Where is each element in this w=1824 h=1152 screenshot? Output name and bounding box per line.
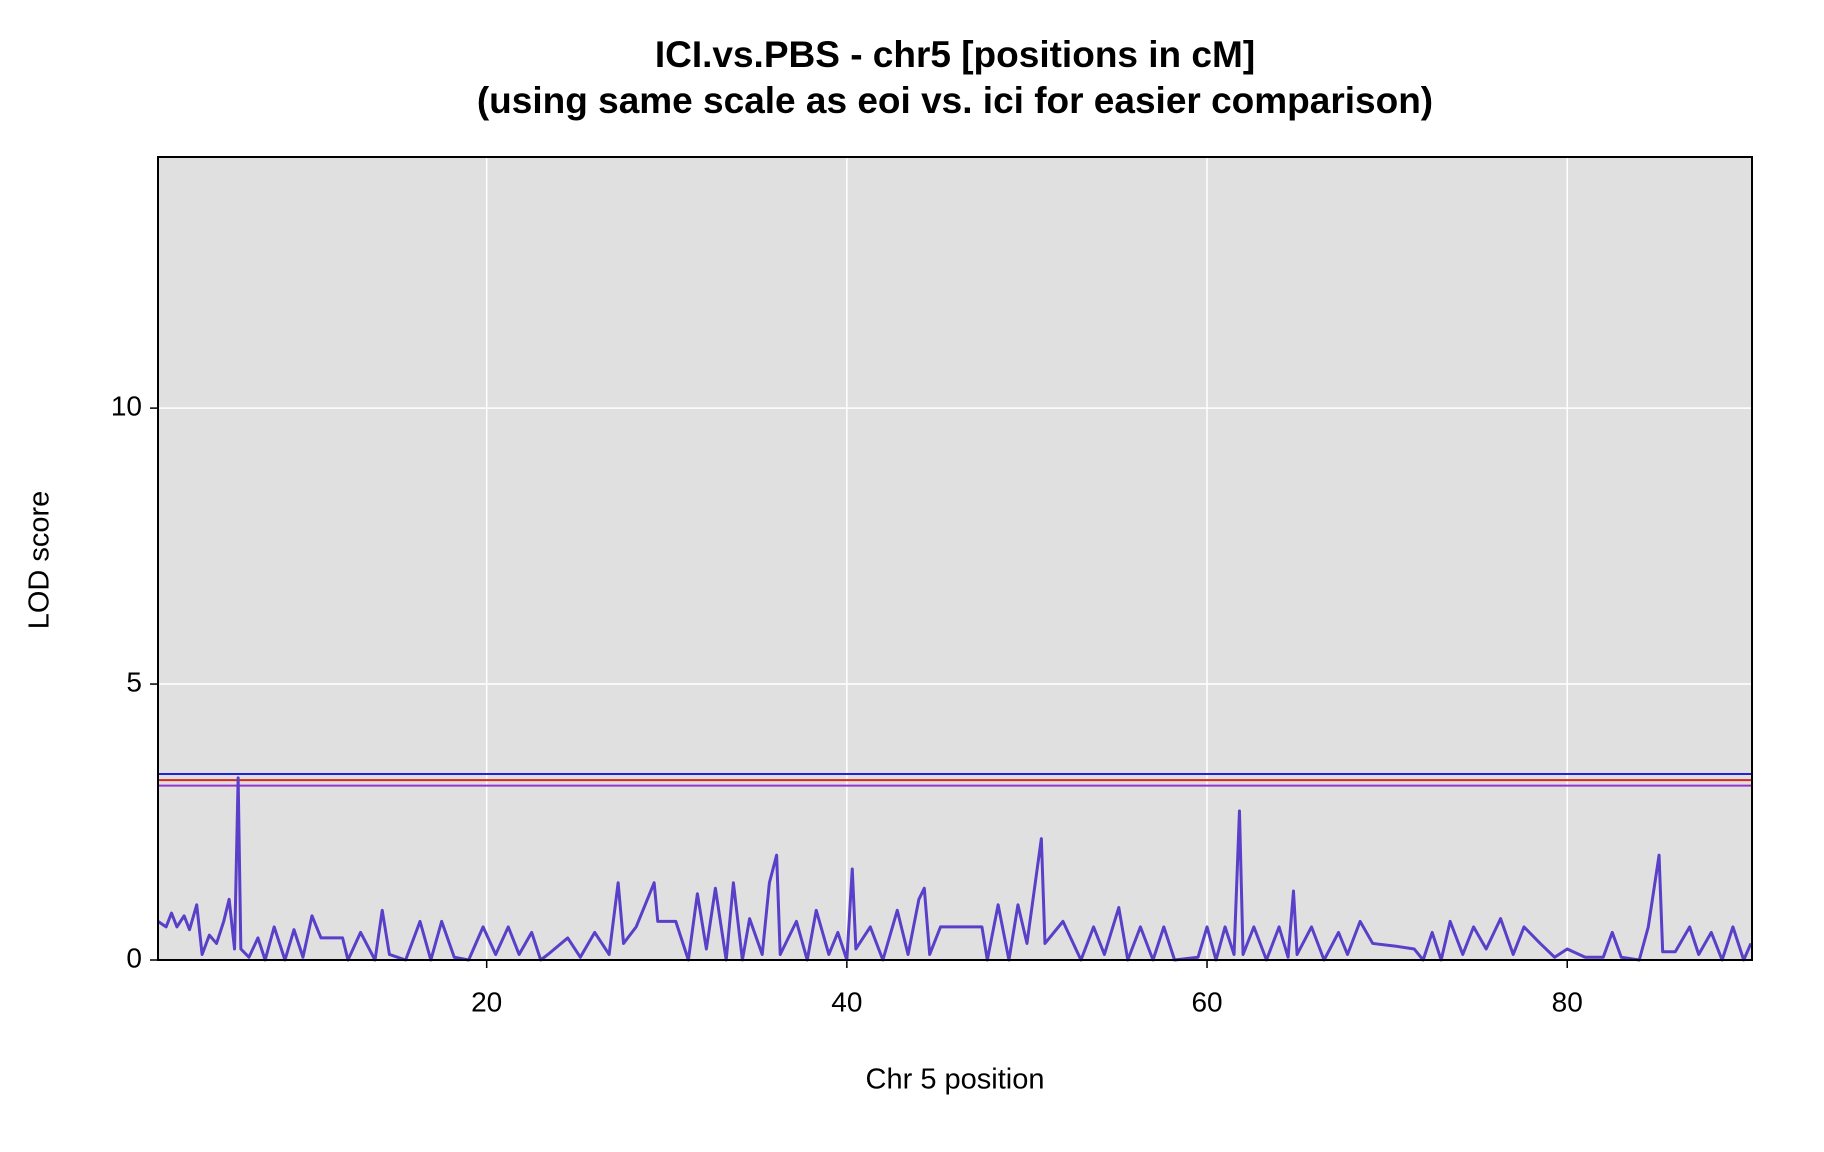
x-tick-label: 20 (471, 986, 502, 1017)
chart-subtitle: (using same scale as eoi vs. ici for eas… (477, 80, 1433, 121)
x-tick-label: 80 (1552, 986, 1583, 1017)
plot-border (157, 156, 1753, 961)
plot-background (158, 157, 1752, 960)
x-tick-label: 60 (1191, 986, 1222, 1017)
x-axis-label: Chr 5 position (866, 1064, 1045, 1096)
y-tick-label: 0 (126, 942, 142, 973)
y-tick-label: 10 (111, 391, 142, 422)
lod-line (157, 776, 1753, 962)
y-tick-label: 5 (126, 666, 142, 697)
x-tick-label: 40 (831, 986, 862, 1017)
y-axis-label: LOD score (24, 491, 56, 630)
chart-title: ICI.vs.PBS - chr5 [positions in cM] (655, 34, 1255, 75)
